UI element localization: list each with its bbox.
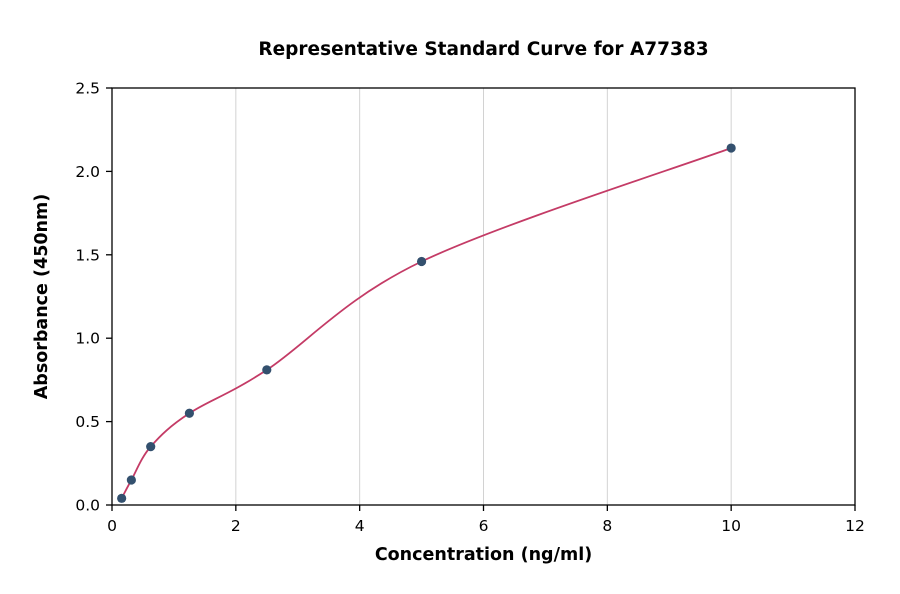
y-tick-label: 2.5 [75,80,100,98]
y-tick-label: 1.0 [75,330,100,348]
data-point [726,143,736,153]
x-tick-label: 2 [231,517,241,535]
x-tick-label: 12 [845,517,865,535]
x-tick-label: 10 [721,517,741,535]
data-point [126,475,136,485]
data-point [416,256,427,267]
y-tick-label: 0.5 [75,413,100,431]
data-point [184,408,194,418]
y-tick-label: 0.0 [75,497,100,515]
x-tick-label: 0 [107,517,117,535]
data-point [146,442,156,452]
y-axis-label: Absorbance (450nm) [32,194,52,400]
chart-title: Representative Standard Curve for A77383 [258,39,708,60]
data-point [262,365,272,375]
x-tick-label: 8 [602,517,612,535]
fit-curve [120,147,732,499]
x-axis-label: Concentration (ng/ml) [375,545,592,565]
data-point [117,493,127,503]
y-tick-label: 2.0 [75,163,100,181]
y-tick-label: 1.5 [75,246,100,264]
x-tick-label: 4 [355,517,365,535]
x-tick-label: 6 [479,517,489,535]
